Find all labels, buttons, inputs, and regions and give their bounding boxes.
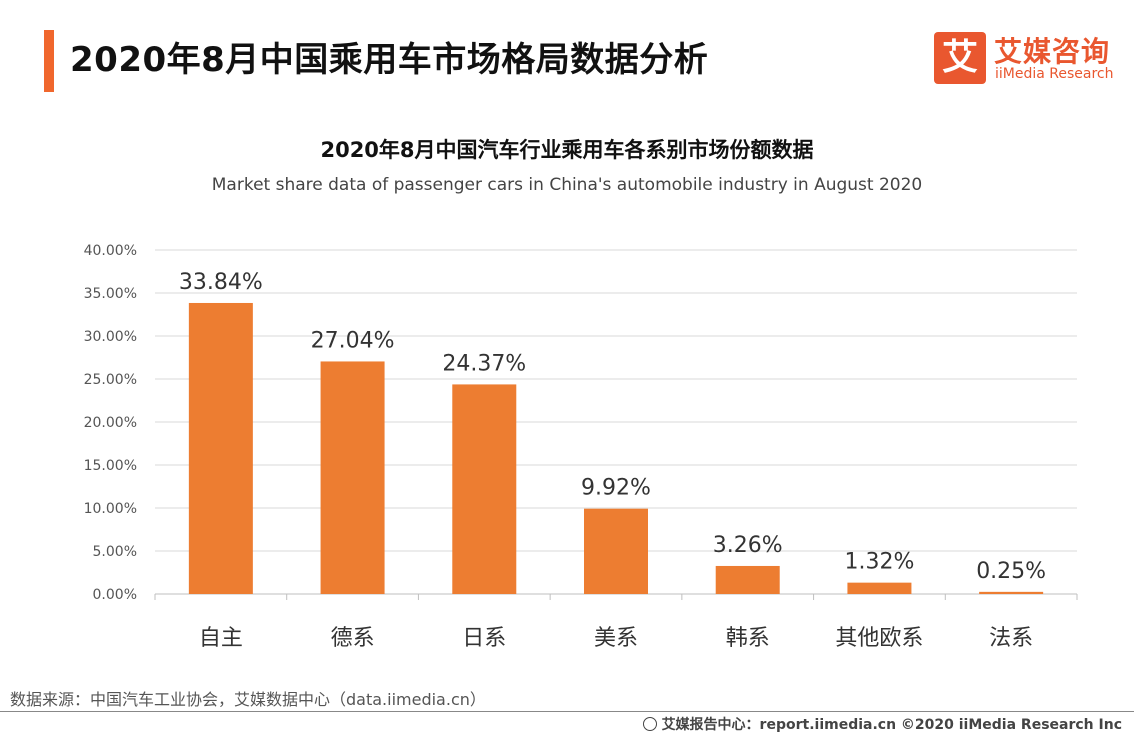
y-tick-label: 0.00% xyxy=(93,587,137,603)
bar xyxy=(188,302,253,594)
x-tick-label: 德系 xyxy=(331,626,375,651)
bar xyxy=(847,582,912,594)
y-tick-label: 5.00% xyxy=(93,544,137,560)
globe-icon xyxy=(642,717,657,731)
logo-name-cn: 艾媒咨询 xyxy=(994,35,1111,68)
data-label: 1.32% xyxy=(844,550,914,575)
x-tick-label: 自主 xyxy=(199,626,243,651)
y-tick-label: 30.00% xyxy=(84,329,137,345)
data-label: 0.25% xyxy=(976,559,1046,584)
footer: 艾媒报告中心：report.iimedia.cn ©2020 iiMedia R… xyxy=(642,714,1122,734)
x-tick-label: 日系 xyxy=(462,626,506,651)
title-accent-bar xyxy=(44,30,54,92)
chart-title: 2020年8月中国汽车行业乘用车各系别市场份额数据 xyxy=(320,138,814,162)
y-tick-label: 10.00% xyxy=(84,501,137,517)
data-label: 24.37% xyxy=(442,351,526,376)
y-tick-label: 25.00% xyxy=(84,372,137,388)
logo-name-en: iiMedia Research xyxy=(995,66,1114,82)
bar xyxy=(584,508,648,594)
data-label: 33.84% xyxy=(179,270,263,295)
chart-subtitle: Market share data of passenger cars in C… xyxy=(211,175,923,195)
bar xyxy=(320,361,385,594)
bar xyxy=(452,384,517,594)
page-title: 2020年8月中国乘用车市场格局数据分析 xyxy=(70,40,709,80)
x-tick-label: 美系 xyxy=(594,626,638,651)
y-tick-label: 20.00% xyxy=(84,415,137,431)
data-label: 27.04% xyxy=(311,328,395,353)
data-label: 3.26% xyxy=(713,533,783,558)
y-tick-label: 35.00% xyxy=(84,286,137,302)
data-source: 数据来源：中国汽车工业协会，艾媒数据中心（data.iimedia.cn） xyxy=(10,690,486,709)
footer-text: 艾媒报告中心：report.iimedia.cn ©2020 iiMedia R… xyxy=(661,717,1122,733)
footer-divider xyxy=(0,711,1134,712)
iimedia-logo: 艾 艾媒咨询 iiMedia Research xyxy=(934,32,1124,86)
x-tick-label: 其他欧系 xyxy=(835,626,923,651)
data-label: 9.92% xyxy=(581,476,651,501)
x-tick-label: 韩系 xyxy=(726,626,770,651)
logo-mark-icon: 艾 xyxy=(934,32,986,84)
y-tick-label: 15.00% xyxy=(84,458,137,474)
y-tick-label: 40.00% xyxy=(84,243,137,259)
bar xyxy=(715,565,780,594)
x-tick-label: 法系 xyxy=(989,626,1033,651)
bar xyxy=(979,591,1044,594)
